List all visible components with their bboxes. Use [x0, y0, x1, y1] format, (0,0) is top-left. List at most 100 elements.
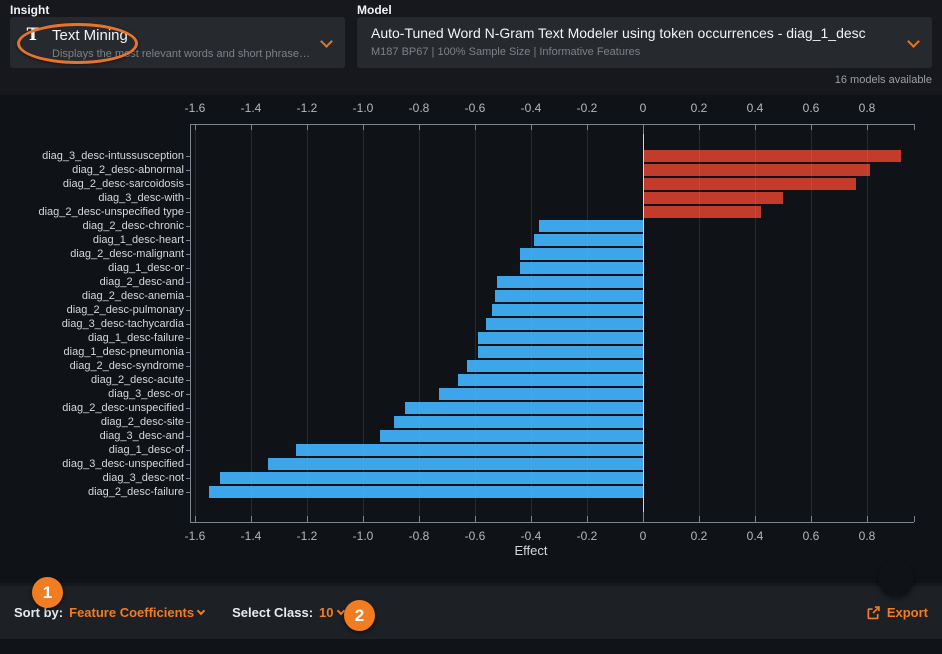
category-tick — [186, 324, 190, 325]
bar[interactable] — [220, 472, 643, 484]
tick-label: -1.4 — [240, 101, 262, 115]
tick-label: 0.8 — [858, 529, 876, 543]
insight-section-label: Insight — [10, 3, 50, 17]
select-class-dropdown[interactable]: 10 — [319, 605, 345, 620]
category-tick — [186, 184, 190, 185]
insight-description: Displays the most relevant words and sho… — [52, 48, 312, 60]
category-tick — [186, 240, 190, 241]
bar[interactable] — [466, 360, 643, 372]
export-label: Export — [886, 605, 928, 620]
chevron-down-icon[interactable] — [907, 35, 920, 48]
category-tick — [186, 394, 190, 395]
bar[interactable] — [539, 220, 643, 232]
model-dropdown[interactable]: Auto-Tuned Word N-Gram Text Modeler usin… — [357, 17, 932, 68]
tick-label: 0.2 — [690, 529, 708, 543]
bar[interactable] — [379, 430, 643, 442]
grid-line — [587, 124, 588, 522]
bar[interactable] — [643, 192, 783, 204]
tick-label: 0.6 — [802, 101, 820, 115]
bar[interactable] — [533, 234, 643, 246]
grid-line — [251, 124, 252, 522]
category-tick — [186, 450, 190, 451]
category-label: diag_1_desc-failure — [87, 332, 184, 344]
tick-label: -1.2 — [296, 101, 318, 115]
tick-label: -0.2 — [576, 529, 598, 543]
bar[interactable] — [477, 332, 643, 344]
sort-by-dropdown[interactable]: Feature Coefficients — [69, 605, 206, 620]
bar[interactable] — [643, 206, 761, 218]
axis-tick — [587, 124, 588, 130]
bar[interactable] — [643, 178, 856, 190]
tick-label: 0.6 — [802, 529, 820, 543]
insight-dropdown[interactable]: T Text Mining Displays the most relevant… — [10, 17, 345, 68]
category-tick — [186, 366, 190, 367]
axis-tick — [251, 124, 252, 130]
tick-label: 0.4 — [746, 101, 764, 115]
tick-label: -1.6 — [184, 529, 206, 543]
x-axis-line-top — [190, 124, 914, 125]
bar[interactable] — [477, 346, 643, 358]
grid-line — [475, 124, 476, 522]
bar[interactable] — [494, 290, 643, 302]
model-details: M187 BP67 | 100% Sample Size | Informati… — [371, 46, 641, 58]
chevron-down-icon — [196, 606, 206, 616]
bar[interactable] — [209, 486, 643, 498]
bar[interactable] — [486, 318, 643, 330]
bar[interactable] — [267, 458, 643, 470]
bar[interactable] — [519, 248, 643, 260]
grid-line — [531, 124, 532, 522]
y-axis-line — [190, 124, 191, 522]
category-label: diag_2_desc-abnormal — [72, 164, 184, 176]
tick-label: -0.8 — [408, 101, 430, 115]
category-tick — [186, 464, 190, 465]
axis-tick — [643, 124, 644, 134]
axis-tick — [914, 516, 915, 522]
bar[interactable] — [643, 164, 870, 176]
category-label: diag_2_desc-anemia — [81, 290, 184, 302]
model-selected-value: Auto-Tuned Word N-Gram Text Modeler usin… — [371, 25, 866, 41]
category-label: diag_3_desc-unspecified — [62, 458, 184, 470]
bar[interactable] — [519, 262, 643, 274]
grid-line — [419, 124, 420, 522]
category-tick — [186, 310, 190, 311]
category-label: diag_3_desc-with — [98, 192, 184, 204]
tick-label: 0.2 — [690, 101, 708, 115]
axis-tick — [699, 124, 700, 130]
grid-line — [699, 124, 700, 522]
bar[interactable] — [393, 416, 643, 428]
tick-label: -0.8 — [408, 529, 430, 543]
category-label: diag_1_desc-of — [108, 444, 184, 456]
bar[interactable] — [491, 304, 643, 316]
category-label: diag_2_desc-pulmonary — [66, 304, 184, 316]
axis-tick — [195, 124, 196, 130]
category-label: diag_3_desc-intussusception — [42, 150, 184, 162]
bar[interactable] — [295, 444, 643, 456]
category-label: diag_2_desc-syndrome — [69, 360, 184, 372]
axis-tick — [363, 124, 364, 130]
axis-tick — [475, 516, 476, 522]
axis-tick — [914, 124, 915, 130]
axis-tick — [755, 516, 756, 522]
export-button[interactable]: Export — [866, 605, 928, 620]
tick-label: 0 — [639, 101, 647, 115]
category-tick — [186, 478, 190, 479]
bar[interactable] — [497, 276, 643, 288]
axis-tick — [419, 516, 420, 522]
tick-label: -0.4 — [520, 529, 542, 543]
bar[interactable] — [438, 388, 643, 400]
bar[interactable] — [458, 374, 643, 386]
bar[interactable] — [643, 150, 901, 162]
tick-label: -1.0 — [352, 529, 374, 543]
chevron-down-icon[interactable] — [320, 35, 333, 48]
category-label: diag_1_desc-pneumonia — [63, 346, 184, 358]
model-section-label: Model — [357, 3, 392, 17]
tick-label: -1.0 — [352, 101, 374, 115]
category-tick — [186, 198, 190, 199]
x-axis-title: Effect — [514, 543, 548, 558]
chart-footer-bar: Sort by: Feature Coefficients Select Cla… — [0, 586, 942, 639]
insight-selected-value: Text Mining — [52, 26, 128, 44]
bar[interactable] — [405, 402, 643, 414]
axis-tick — [419, 124, 420, 130]
tick-label: 0 — [639, 529, 647, 543]
annotation-step-2-badge: 2 — [344, 600, 375, 631]
